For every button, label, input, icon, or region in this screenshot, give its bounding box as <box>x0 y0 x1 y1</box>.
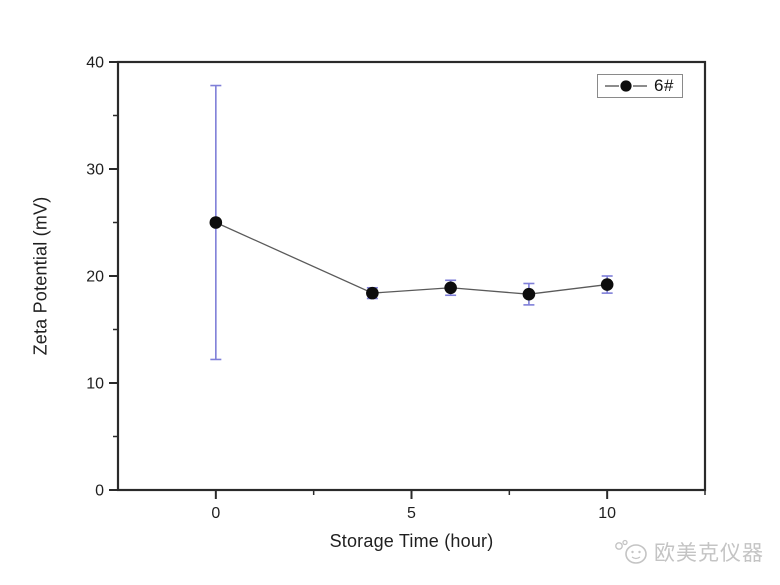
data-point <box>209 216 223 229</box>
x-tick-label: 10 <box>598 505 616 522</box>
y-tick-label: 40 <box>86 55 104 72</box>
watermark-text: 欧美克仪器 <box>654 542 764 565</box>
y-tick-label: 0 <box>95 483 104 500</box>
legend-series-label: 6# <box>654 76 674 95</box>
x-tick-label: 5 <box>407 505 416 522</box>
series-line <box>215 221 608 295</box>
y-tick-label: 30 <box>86 162 104 179</box>
data-point <box>366 286 379 300</box>
legend-marker-icon <box>605 80 647 92</box>
watermark: 欧美克仪器 <box>612 537 764 567</box>
plot-border <box>116 60 707 492</box>
face-with-speech-bubbles-icon <box>615 539 647 564</box>
legend: 6# <box>597 74 683 98</box>
data-point <box>600 278 614 291</box>
y-tick-label: 20 <box>86 269 104 286</box>
y-axis-title: Zeta Potential (mV) <box>30 196 51 356</box>
data-point <box>444 281 457 295</box>
x-axis-title: Storage Time (hour) <box>329 531 494 551</box>
x-tick-label: 0 <box>211 505 220 522</box>
y-tick-label: 10 <box>86 376 104 393</box>
data-point <box>522 287 536 301</box>
